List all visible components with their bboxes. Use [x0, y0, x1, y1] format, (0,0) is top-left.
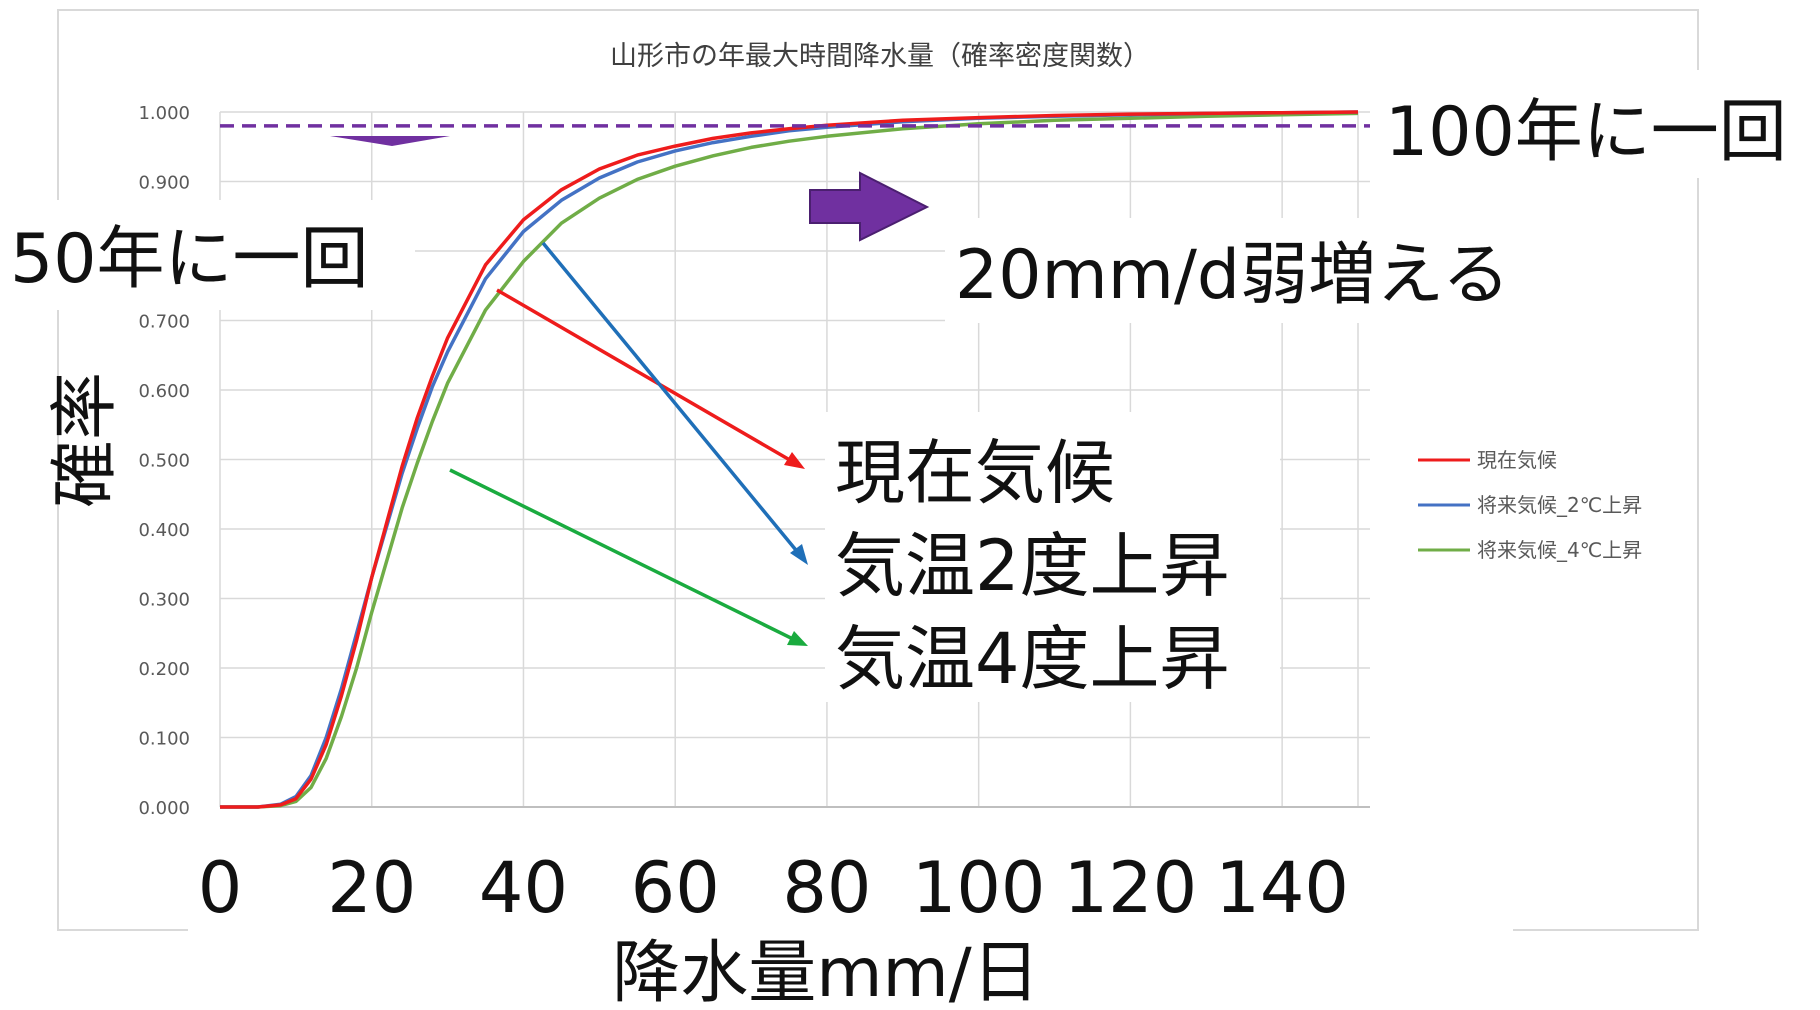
label-box-xticks — [188, 830, 1513, 940]
y-tick-label-9: 0.900 — [138, 173, 190, 194]
label-box-100 — [1378, 70, 1820, 178]
annotation-50yr: 50年に一回 — [10, 220, 369, 299]
legend-label-4deg: 将来気候_4℃上昇 — [1477, 538, 1642, 562]
x-tick-label-5: 100 — [912, 847, 1046, 929]
annotation-100yr: 100年に一回 — [1385, 93, 1787, 172]
pointer-4deg — [449, 468, 808, 646]
x-tick-label-3: 60 — [631, 847, 720, 929]
y-tick-label-3: 0.300 — [138, 590, 190, 611]
x-tick-labels: 0 20 40 60 80 100 120 140 — [198, 847, 1349, 929]
annotation-increase: 20mm/d弱増える — [955, 236, 1510, 315]
x-tick-label-1: 20 — [327, 847, 416, 929]
x-tick-label-0: 0 — [198, 847, 243, 929]
legend-item-4deg: 将来気候_4℃上昇 — [1418, 538, 1642, 562]
series-line-2 — [220, 111, 1359, 809]
annotation-2deg: 気温2度上昇 — [835, 525, 1230, 607]
series-line-0 — [220, 110, 1359, 809]
x-tick-label-7: 140 — [1215, 847, 1349, 929]
x-axis-label: 降水量mm/日 — [612, 934, 1039, 1010]
y-tick-label-6: 0.600 — [138, 381, 190, 402]
label-box-50 — [0, 200, 415, 310]
pointer-present — [496, 288, 805, 469]
y-tick-label-1: 0.100 — [138, 729, 190, 750]
y-tick-label-7: 0.700 — [138, 312, 190, 333]
y-tick-label-2: 0.200 — [138, 659, 190, 680]
annotation-4deg: 気温4度上昇 — [835, 618, 1230, 700]
legend-item-2deg: 将来気候_2℃上昇 — [1418, 493, 1642, 517]
label-box-increase — [945, 218, 1535, 323]
legend-item-present: 現在気候 — [1418, 448, 1557, 472]
x-tick-label-4: 80 — [782, 847, 871, 929]
annotation-present: 現在気候 — [835, 432, 1115, 514]
series-layer — [220, 110, 1359, 809]
label-box-series — [825, 412, 1280, 702]
y-tick-label-10: 1.000 — [138, 103, 190, 124]
legend-label-2deg: 将来気候_2℃上昇 — [1477, 493, 1642, 517]
pointer-2deg — [541, 241, 808, 565]
x-tick-label-6: 120 — [1064, 847, 1198, 929]
right-arrow-icon — [809, 171, 930, 242]
legend: 現在気候 将来気候_2℃上昇 将来気候_4℃上昇 — [1418, 448, 1642, 562]
chart-title: 山形市の年最大時間降水量（確率密度関数） — [610, 41, 1150, 72]
legend-label-present: 現在気候 — [1477, 448, 1557, 472]
x-tick-label-2: 40 — [479, 847, 568, 929]
down-arrow-icon — [330, 136, 450, 146]
y-tick-label-4: 0.400 — [138, 520, 190, 541]
y-tick-label-5: 0.500 — [138, 451, 190, 472]
y-tick-label-0: 0.000 — [138, 798, 190, 819]
y-axis-label: 確率 — [46, 372, 125, 508]
